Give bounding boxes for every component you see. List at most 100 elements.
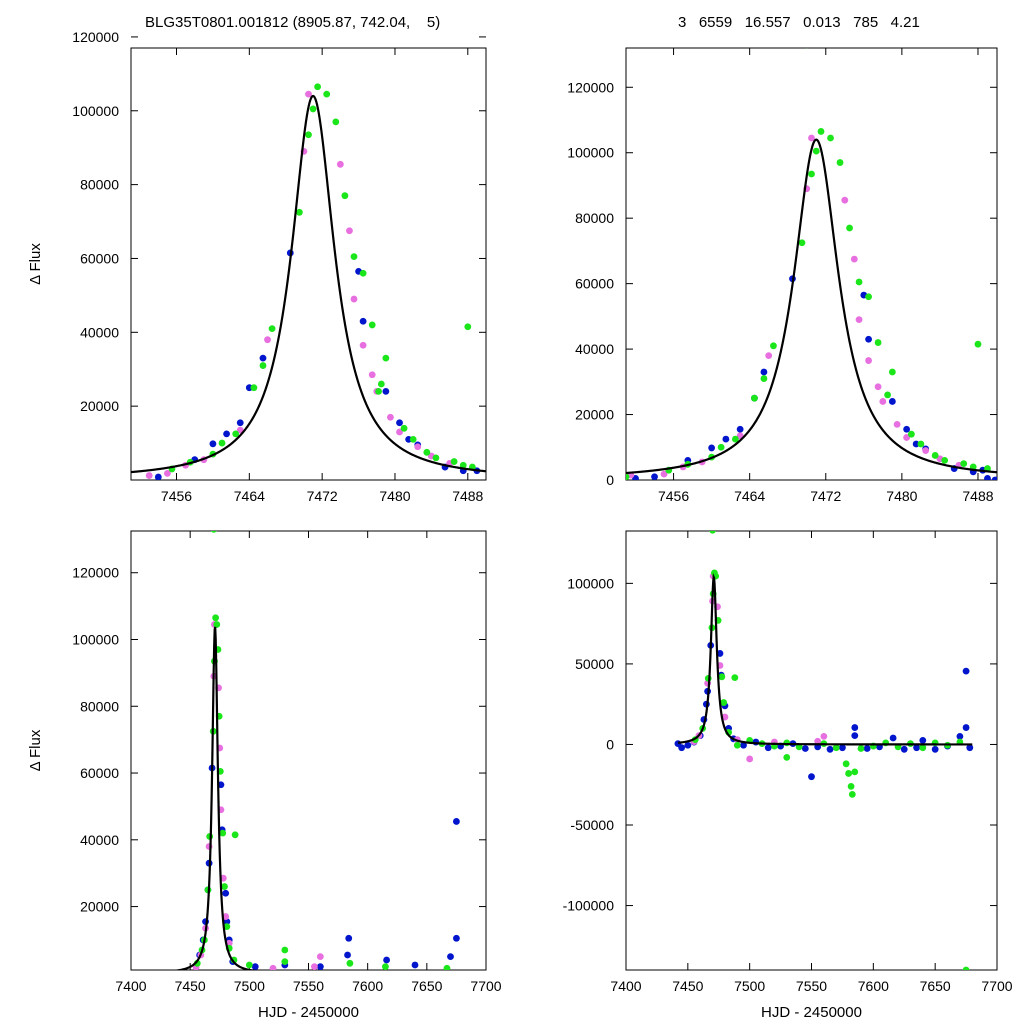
y-tick-label: 0 (606, 736, 614, 752)
data-points (626, 48, 997, 480)
data-point-green (309, 105, 317, 113)
data-point-blue (991, 476, 997, 480)
data-point-green (212, 614, 220, 622)
data-point-green (464, 323, 472, 331)
data-point-green (974, 340, 982, 348)
y-axis-label: Δ Flux (27, 729, 44, 771)
data-points (145, 83, 481, 480)
data-point-green (450, 458, 458, 465)
data-point-magenta (903, 434, 911, 441)
data-point-blue (931, 745, 939, 753)
data-point-green (250, 384, 258, 392)
data-point-magenta (414, 443, 422, 451)
x-tick-label: 7450 (672, 978, 703, 994)
data-point-blue (453, 934, 460, 942)
header-right: 3 6559 16.557 0.013 785 4.21 (678, 14, 920, 31)
data-point-green (919, 744, 927, 752)
data-point-green (382, 354, 390, 362)
y-tick-label: 50000 (575, 656, 614, 672)
data-point-magenta (893, 420, 901, 428)
data-point-green (888, 368, 896, 376)
x-tick-label: 7488 (452, 488, 483, 504)
data-point-magenta (879, 398, 887, 405)
x-tick-label: 7480 (379, 488, 410, 504)
data-point-blue (651, 473, 658, 480)
data-point-blue (222, 889, 230, 897)
data-point-green (907, 430, 915, 438)
data-point-magenta (865, 357, 872, 364)
panel-top-right: 7456 7464 7472 7480 7488 0 20000 40000 60000 8000… (567, 47, 998, 504)
data-point-blue (962, 724, 970, 731)
x-tick-label: 7650 (411, 978, 442, 994)
data-point-magenta (359, 341, 367, 349)
model-group (131, 94, 486, 474)
data-point-green (375, 387, 382, 395)
data-point-green (874, 339, 882, 346)
data-point-blue (740, 741, 747, 749)
data-point-green (717, 443, 725, 451)
data-point-green (332, 118, 340, 126)
data-point-blue (900, 745, 908, 753)
y-tick-label: 80000 (80, 177, 119, 193)
data-point-green (817, 128, 825, 135)
y-tick-label: 60000 (80, 250, 119, 266)
data-point-green (213, 621, 221, 628)
y-tick-label: 120000 (567, 79, 614, 95)
plot-frame (130, 47, 487, 481)
data-point-green (219, 829, 227, 837)
data-point-green (842, 760, 850, 768)
x-tick-label: 7600 (352, 978, 383, 994)
model-curve (677, 573, 973, 746)
x-tick-label: 7472 (810, 488, 841, 504)
data-point-blue (447, 953, 454, 961)
data-point-green (626, 473, 630, 480)
data-point-blue (396, 419, 403, 427)
model-curve (626, 138, 997, 475)
data-point-blue (382, 387, 390, 395)
data-point-green (432, 454, 440, 462)
y-tick-label: 100000 (72, 631, 119, 647)
data-point-green (783, 739, 791, 747)
data-point-blue (411, 961, 419, 969)
data-point-green (459, 461, 467, 469)
data-point-magenta (164, 469, 171, 477)
data-point-blue (839, 744, 846, 752)
data-point-green (846, 224, 853, 232)
data-point-blue (316, 963, 324, 970)
data-point-green (931, 452, 939, 459)
data-point-magenta (746, 755, 754, 763)
data-point-magenta (269, 964, 277, 970)
data-point-green (731, 674, 739, 682)
data-point-blue (453, 818, 460, 825)
data-point-green (751, 394, 758, 402)
data-point-blue (956, 733, 964, 740)
data-point-green (962, 966, 970, 970)
data-point-green (760, 375, 768, 382)
data-point-green (281, 958, 289, 966)
data-point-blue (865, 335, 872, 343)
data-point-magenta (765, 352, 773, 360)
x-tick-label: 7500 (734, 978, 765, 994)
data-point-blue (851, 724, 859, 731)
y-tick-label: 0 (606, 472, 614, 488)
data-point-magenta (316, 953, 324, 961)
y-tick-label: 20000 (80, 899, 119, 915)
x-tick-label: 7550 (293, 978, 324, 994)
x-tick-label: 7450 (175, 978, 206, 994)
data-point-green (845, 770, 852, 777)
data-point-green (812, 147, 820, 155)
x-tick-label: 7480 (886, 488, 917, 504)
y-tick-label: -100000 (563, 898, 615, 914)
data-point-green (733, 741, 741, 749)
data-point-blue (801, 745, 809, 752)
data-point-blue (888, 398, 896, 405)
data-point-green (851, 768, 859, 776)
x-axis-label: HJD - 2450000 (258, 1004, 359, 1021)
data-point-blue (912, 440, 920, 448)
data-point-blue (736, 425, 744, 433)
plot-frame (130, 530, 487, 971)
data-point-green (805, 48, 808, 49)
data-point-magenta (841, 196, 849, 204)
data-point-blue (760, 368, 768, 376)
